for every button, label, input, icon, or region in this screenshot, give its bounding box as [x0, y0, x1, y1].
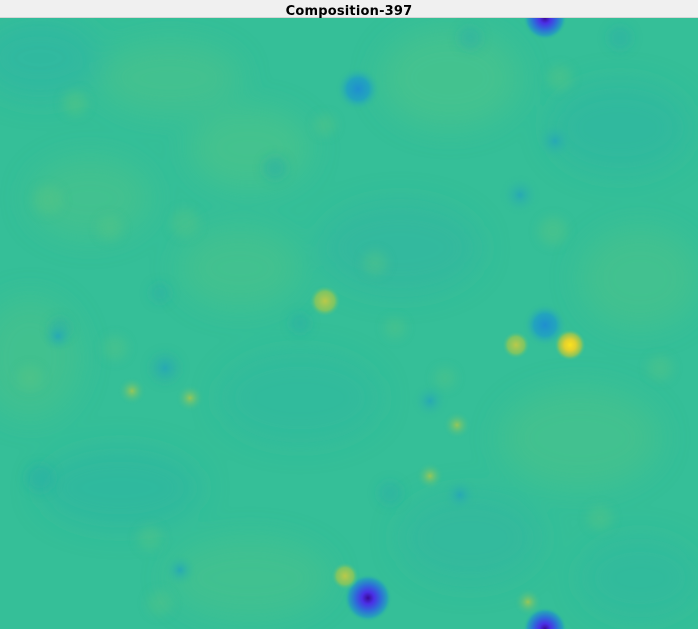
trough-mid-right: [500, 175, 540, 215]
field-peaks: [118, 285, 586, 616]
peak-center: [309, 285, 341, 317]
colormap-image: [0, 18, 698, 629]
trough-lower-left: [164, 554, 196, 586]
title-bar: Composition-397: [0, 0, 698, 19]
peak-right-secondary: [502, 331, 530, 359]
trough-lower-right: [442, 477, 478, 513]
trough-left-center: [147, 350, 183, 386]
peak-bottom-center: [331, 562, 359, 590]
peak-left-secondary: [176, 384, 204, 412]
trough-upper-center: [336, 67, 380, 111]
trough-bottom-center: [344, 574, 392, 622]
image-canvas: [0, 18, 698, 629]
trough-center-right: [412, 383, 448, 419]
trough-right: [523, 303, 567, 347]
peak-bottom-right: [514, 588, 542, 616]
trough-left: [42, 320, 74, 352]
peak-right: [554, 329, 586, 361]
field-troughs: [42, 18, 575, 629]
peak-center-right: [443, 411, 471, 439]
field-texture: [0, 18, 698, 618]
peak-lower-center: [416, 462, 444, 490]
peak-left: [118, 377, 146, 405]
trough-top-right: [523, 18, 567, 40]
trough-upper-right: [535, 121, 575, 161]
window-title: Composition-397: [285, 4, 413, 19]
